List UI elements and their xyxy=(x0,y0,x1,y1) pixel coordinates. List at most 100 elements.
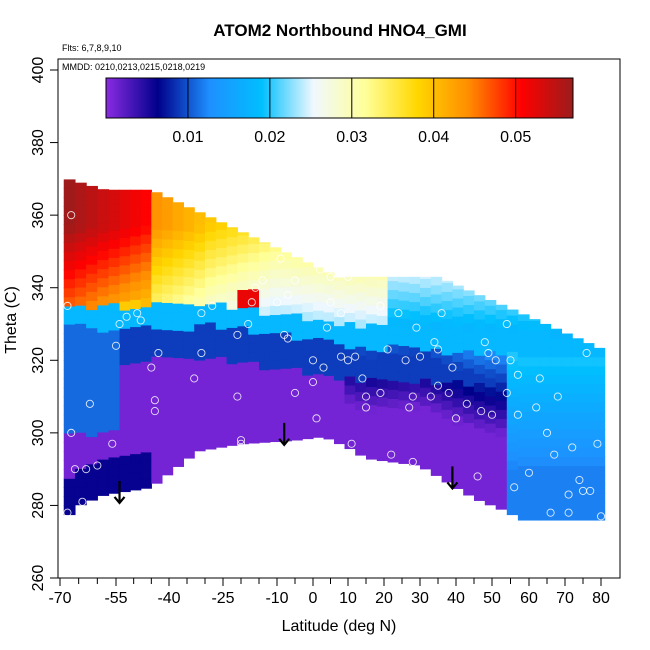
field-cell xyxy=(366,277,378,288)
field-cell xyxy=(495,363,508,374)
field-cell xyxy=(130,444,142,455)
measurement-point xyxy=(133,309,142,318)
field-cell xyxy=(97,395,110,406)
field-cell xyxy=(561,374,573,385)
field-cell xyxy=(183,207,195,214)
field-cell xyxy=(63,324,76,334)
field-cell xyxy=(593,374,606,385)
field-cell xyxy=(539,429,552,439)
field-cell xyxy=(97,459,110,469)
field-cell xyxy=(593,474,606,485)
field-cell xyxy=(63,396,76,407)
field-cell xyxy=(387,316,399,327)
field-cell xyxy=(237,271,249,281)
field-cell xyxy=(561,411,573,421)
field-cell xyxy=(355,382,367,393)
field-cell xyxy=(593,429,606,439)
field-cell xyxy=(376,360,389,371)
x-axis-label: Latitude (deg N) xyxy=(282,618,397,635)
field-cell xyxy=(205,312,217,323)
field-cell xyxy=(334,316,346,327)
field-cell xyxy=(97,195,110,206)
field-cell xyxy=(130,226,142,237)
field-cell xyxy=(387,416,399,427)
field-cell xyxy=(495,481,508,492)
field-cell xyxy=(269,405,282,415)
field-cell xyxy=(269,387,282,397)
field-cell xyxy=(259,405,271,416)
field-cell xyxy=(517,314,530,321)
field-cell xyxy=(119,192,131,202)
field-cell xyxy=(441,372,453,383)
field-cell xyxy=(269,414,282,424)
field-cell xyxy=(205,294,217,305)
field-cell xyxy=(506,441,519,452)
field-cell xyxy=(226,354,238,365)
field-cell xyxy=(194,260,206,270)
field-cell xyxy=(452,461,464,471)
measurement-point xyxy=(542,428,552,437)
field-cell xyxy=(108,221,121,231)
field-cell xyxy=(593,383,606,394)
field-cell xyxy=(474,491,486,501)
field-cell xyxy=(140,460,152,471)
field-cell xyxy=(366,286,378,297)
field-cell xyxy=(151,464,163,475)
field-cell xyxy=(474,295,486,302)
field-cell xyxy=(474,418,486,429)
field-cell xyxy=(517,483,530,494)
field-cell xyxy=(86,209,98,220)
field-cell xyxy=(63,478,76,488)
measurement-point xyxy=(122,312,131,321)
field-cell xyxy=(561,392,573,403)
field-cell xyxy=(259,378,271,389)
field-cell xyxy=(539,347,552,358)
field-cell xyxy=(561,483,573,494)
field-cell xyxy=(63,405,76,416)
field-cell xyxy=(463,358,475,369)
field-cell xyxy=(387,371,399,381)
field-cell xyxy=(269,296,282,306)
field-cell xyxy=(484,341,497,352)
field-cell xyxy=(86,427,98,438)
field-cell xyxy=(74,477,87,488)
field-cell xyxy=(387,425,399,436)
field-cell xyxy=(441,282,453,292)
field-cell xyxy=(302,365,314,376)
field-cell xyxy=(484,404,497,415)
field-cell xyxy=(561,333,573,340)
field-cell xyxy=(74,182,87,188)
field-cell xyxy=(130,253,142,264)
field-cell xyxy=(302,429,314,440)
field-cell xyxy=(151,365,163,375)
x-tick-label: 20 xyxy=(375,590,393,607)
field-cell xyxy=(161,197,174,204)
measurement-point xyxy=(596,512,606,521)
measurement-point xyxy=(564,490,573,499)
y-tick-label: 380 xyxy=(30,129,47,156)
field-cell xyxy=(441,454,453,465)
field-cell xyxy=(463,386,475,396)
field-cell xyxy=(130,235,142,246)
field-cell xyxy=(194,423,206,434)
field-cell xyxy=(161,284,174,294)
field-cell xyxy=(226,291,238,301)
field-cell xyxy=(334,352,346,363)
field-cell xyxy=(74,323,87,333)
field-cell xyxy=(463,304,475,315)
measurement-point xyxy=(154,348,163,358)
field-cell xyxy=(398,318,410,328)
field-cell xyxy=(86,327,98,338)
y-tick-label: 340 xyxy=(30,274,47,301)
field-cell xyxy=(550,338,562,349)
field-cell xyxy=(561,356,573,367)
field-cell xyxy=(561,474,573,485)
measurement-point xyxy=(401,356,410,365)
field-cell xyxy=(291,412,303,423)
field-cell xyxy=(539,356,552,367)
field-cell xyxy=(539,383,552,394)
field-cell xyxy=(194,287,206,298)
field-cell xyxy=(387,307,399,318)
field-cell xyxy=(583,456,595,467)
